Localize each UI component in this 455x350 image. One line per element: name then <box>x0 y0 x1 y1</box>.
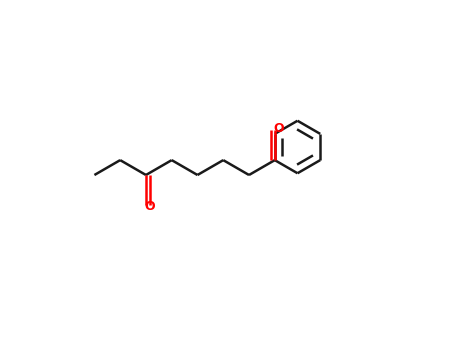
Text: O: O <box>145 200 156 213</box>
Text: O: O <box>273 122 284 135</box>
